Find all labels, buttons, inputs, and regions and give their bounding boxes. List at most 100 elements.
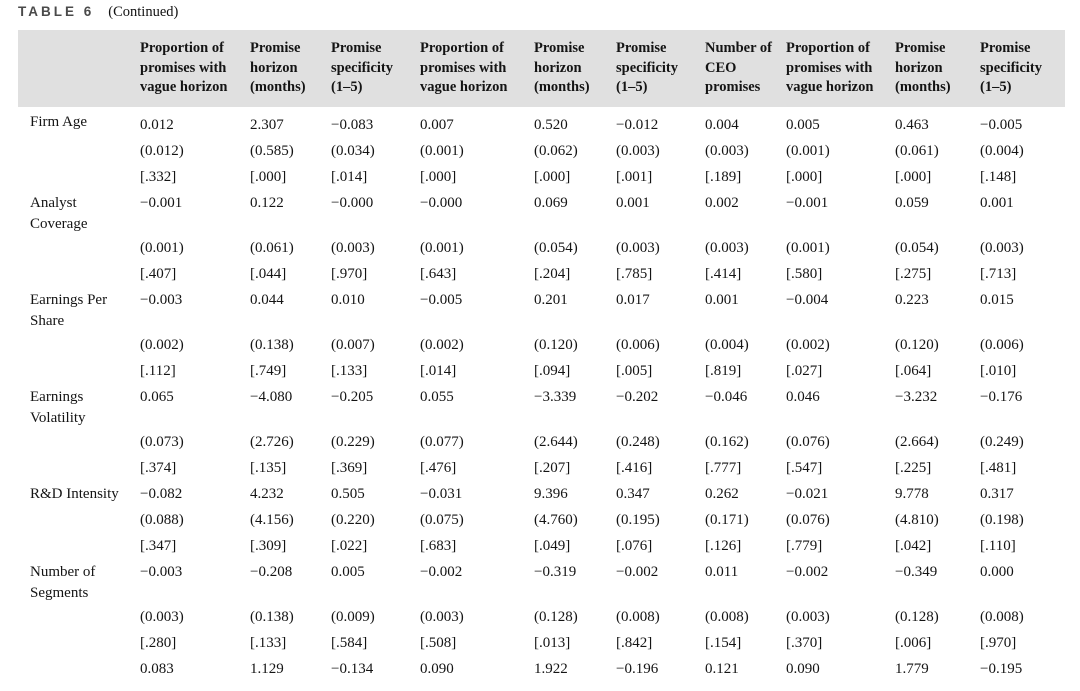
cell-p-value: [.133] xyxy=(331,362,368,379)
cell-std-error: (0.003) xyxy=(420,608,464,625)
column-header-10: Promise specificity (1–5) xyxy=(980,30,1065,107)
cell-p-value: [.014] xyxy=(331,168,368,185)
cell-coefficient: 0.083 xyxy=(140,660,174,677)
cell-std-error: (0.002) xyxy=(420,336,464,353)
cell-coefficient: 0.121 xyxy=(705,660,739,677)
cell-std-error: (0.198) xyxy=(980,511,1024,528)
row-label: Number of Segments xyxy=(30,563,96,601)
cell-p-value: [.749] xyxy=(250,362,287,379)
cell-std-error: (0.003) xyxy=(140,608,184,625)
table-header: Proportion of promises with vague horizo… xyxy=(18,30,1065,107)
cell-coefficient: 0.012 xyxy=(140,116,174,133)
cell-std-error: (2.726) xyxy=(250,433,294,450)
cell-coefficient: −0.002 xyxy=(616,563,659,580)
cell-p-value: [.110] xyxy=(980,537,1016,554)
cell-p-value: [.643] xyxy=(420,265,457,282)
cell-coefficient: 0.007 xyxy=(420,116,454,133)
cell-coefficient: 0.005 xyxy=(786,116,820,133)
cell-std-error: (0.003) xyxy=(786,608,830,625)
cell-coefficient: −0.195 xyxy=(980,660,1023,677)
cell-coefficient: 0.463 xyxy=(895,116,929,133)
cell-coefficient: 0.001 xyxy=(980,194,1014,211)
row-label-empty xyxy=(18,164,140,190)
cell-std-error: (4.156) xyxy=(250,511,294,528)
cell-coefficient: −0.176 xyxy=(980,388,1023,405)
cell-std-error: (0.008) xyxy=(705,608,749,625)
cell-p-value: [.204] xyxy=(534,265,571,282)
cell-coefficient: −0.134 xyxy=(331,660,374,677)
cell-std-error: (0.004) xyxy=(705,336,749,353)
table-row-p-value: [.407] [.044] [.970] [.643] [.204] [.785] [.41… xyxy=(18,261,1065,287)
column-header-2: Promise horizon (months) xyxy=(250,30,331,107)
cell-p-value: [.010] xyxy=(980,362,1017,379)
cell-p-value: [.022] xyxy=(331,537,368,554)
row-label-empty xyxy=(18,138,140,164)
cell-std-error: (0.054) xyxy=(895,239,939,256)
cell-coefficient: −0.003 xyxy=(140,563,183,580)
table-number: TABLE 6 xyxy=(18,4,95,19)
cell-coefficient: 0.005 xyxy=(331,563,365,580)
column-header-7: Number of CEO promises xyxy=(705,30,786,107)
cell-std-error: (0.003) xyxy=(616,239,660,256)
regression-table: Proportion of promises with vague horizo… xyxy=(18,30,1065,682)
table-row-p-value: [.347] [.309] [.022] [.683] [.049] [.076] [.12… xyxy=(18,533,1065,559)
cell-p-value: [.970] xyxy=(980,634,1017,651)
table-row-coefficient: R&D Intensity −0.082 4.232 0.505 −0.031 9.396… xyxy=(18,481,1065,507)
cell-coefficient: 0.002 xyxy=(705,194,739,211)
cell-p-value: [.416] xyxy=(616,459,653,476)
cell-coefficient: −3.339 xyxy=(534,388,577,405)
cell-coefficient: −0.031 xyxy=(420,485,463,502)
cell-std-error: (0.061) xyxy=(895,142,939,159)
column-header-8: Proportion of promises with vague horizo… xyxy=(786,30,895,107)
cell-p-value: [.785] xyxy=(616,265,653,282)
cell-std-error: (0.004) xyxy=(980,142,1024,159)
cell-coefficient: 0.262 xyxy=(705,485,739,502)
cell-std-error: (0.120) xyxy=(895,336,939,353)
table-row-coefficient: 0.083 1.129 −0.134 0.090 1.922 −0.196 0.121 0.0… xyxy=(18,656,1065,682)
cell-coefficient: 0.004 xyxy=(705,116,739,133)
cell-p-value: [.000] xyxy=(420,168,457,185)
cell-coefficient: 0.520 xyxy=(534,116,568,133)
cell-std-error: (0.006) xyxy=(616,336,660,353)
cell-p-value: [.042] xyxy=(895,537,932,554)
cell-std-error: (0.054) xyxy=(534,239,578,256)
cell-coefficient: −0.196 xyxy=(616,660,659,677)
table-header-row: Proportion of promises with vague horizo… xyxy=(18,30,1065,107)
cell-std-error: (0.248) xyxy=(616,433,660,450)
cell-p-value: [.280] xyxy=(140,634,177,651)
cell-coefficient: 0.010 xyxy=(331,291,365,308)
cell-coefficient: −0.000 xyxy=(331,194,374,211)
cell-p-value: [.135] xyxy=(250,459,287,476)
cell-std-error: (0.075) xyxy=(420,511,464,528)
cell-std-error: (0.249) xyxy=(980,433,1024,450)
cell-coefficient: −0.004 xyxy=(786,291,829,308)
cell-p-value: [.000] xyxy=(250,168,287,185)
column-header-9: Promise horizon (months) xyxy=(895,30,980,107)
cell-coefficient: −0.005 xyxy=(980,116,1023,133)
cell-p-value: [.064] xyxy=(895,362,932,379)
cell-coefficient: 1.779 xyxy=(895,660,929,677)
cell-coefficient: 4.232 xyxy=(250,485,284,502)
table-row-coefficient: Firm Age 0.012 2.307 −0.083 0.007 0.520 −0.012… xyxy=(18,107,1065,138)
cell-coefficient: −0.083 xyxy=(331,116,374,133)
cell-coefficient: −0.208 xyxy=(250,563,293,580)
cell-coefficient: 0.090 xyxy=(786,660,820,677)
table-row-std-error: (0.088) (4.156) (0.220) (0.075) (4.760) (0.19… xyxy=(18,507,1065,533)
cell-p-value: [.049] xyxy=(534,537,571,554)
cell-std-error: (0.120) xyxy=(534,336,578,353)
cell-std-error: (0.001) xyxy=(786,239,830,256)
cell-coefficient: 0.046 xyxy=(786,388,820,405)
column-header-4: Proportion of promises with vague horizo… xyxy=(420,30,534,107)
cell-coefficient: −0.046 xyxy=(705,388,748,405)
cell-p-value: [.374] xyxy=(140,459,177,476)
cell-std-error: (0.061) xyxy=(250,239,294,256)
cell-coefficient: −0.319 xyxy=(534,563,577,580)
cell-coefficient: −0.002 xyxy=(420,563,463,580)
row-label-empty xyxy=(18,429,140,455)
cell-p-value: [.309] xyxy=(250,537,287,554)
cell-p-value: [.000] xyxy=(534,168,571,185)
cell-coefficient: 9.778 xyxy=(895,485,929,502)
column-header-1: Proportion of promises with vague horizo… xyxy=(140,30,250,107)
row-label: R&D Intensity xyxy=(30,485,119,502)
cell-p-value: [.013] xyxy=(534,634,571,651)
